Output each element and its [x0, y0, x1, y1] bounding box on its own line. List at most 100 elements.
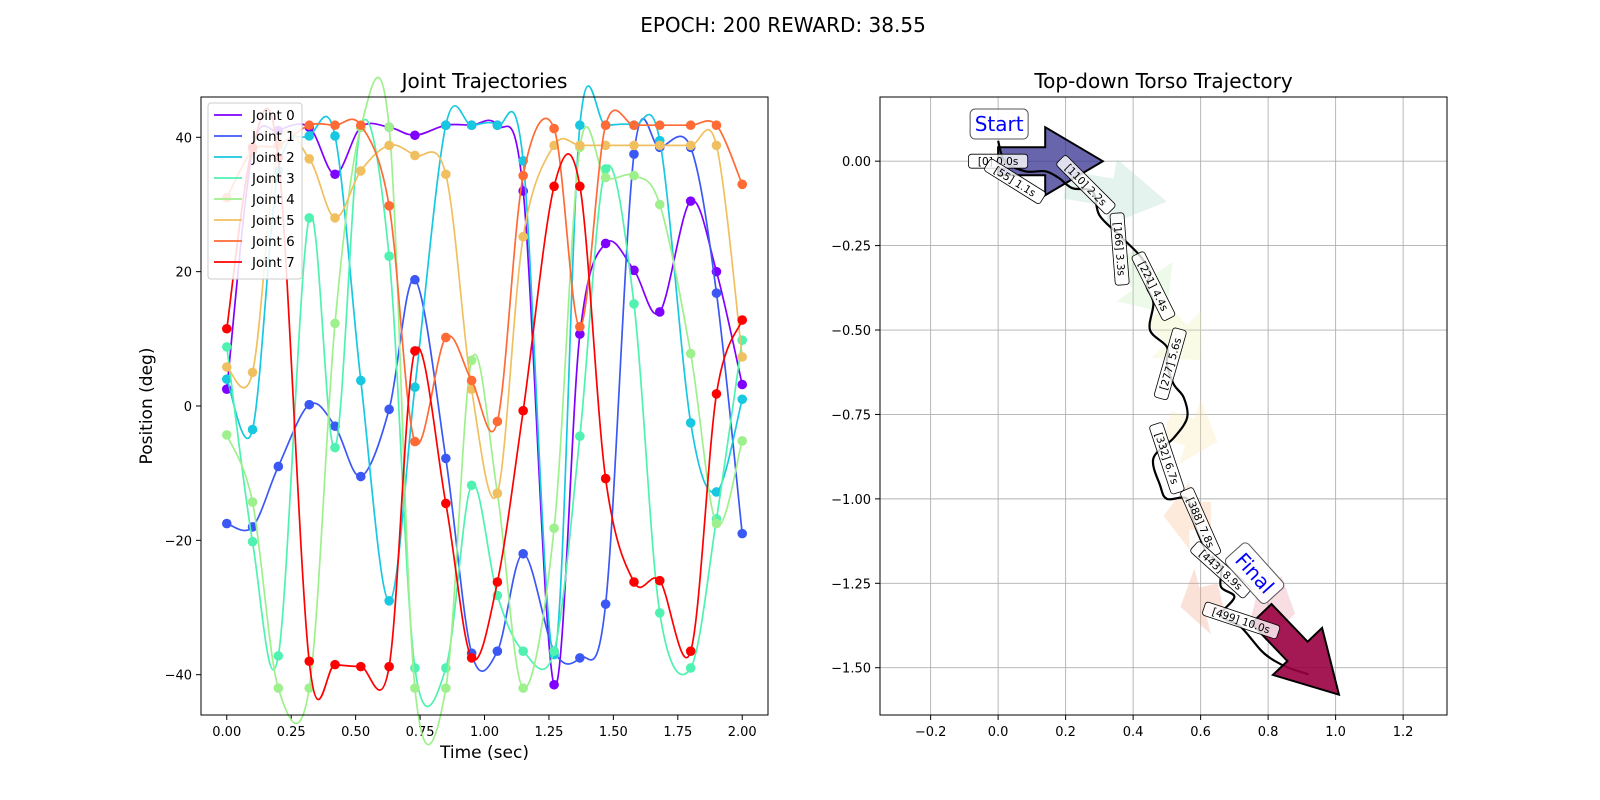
time-marker-box: [1131, 251, 1176, 321]
data-point: [737, 315, 748, 325]
time-marker-box: [1190, 541, 1252, 599]
figure-title: EPOCH: 200 REWARD: 38.55: [640, 13, 926, 37]
data-point: [410, 150, 420, 161]
data-point: [737, 436, 748, 446]
data-point: [384, 404, 394, 415]
data-point: [410, 274, 420, 285]
data-point: [330, 659, 340, 670]
data-point: [247, 367, 258, 378]
data-point: [685, 417, 696, 428]
data-point: [466, 480, 477, 491]
data-point: [518, 646, 528, 656]
data-point: [410, 346, 420, 356]
data-point: [711, 487, 722, 497]
data-point: [600, 473, 611, 484]
start-label-box: [969, 108, 1029, 140]
data-point: [247, 424, 258, 435]
x-axis-label: Time (sec): [439, 743, 529, 763]
data-point: [629, 299, 639, 309]
data-point: [685, 140, 696, 151]
x-tick-label: 2.00: [728, 725, 757, 740]
x-tick-label: 0.8: [1258, 725, 1279, 740]
series-line-joint-7: [225, 107, 744, 701]
y-tick-label: −0.25: [831, 240, 871, 255]
legend-label: Joint 7: [251, 255, 295, 271]
legend-label: Joint 6: [251, 234, 295, 250]
data-point: [629, 149, 639, 159]
data-point: [330, 120, 340, 131]
data-point: [247, 497, 258, 507]
data-point: [330, 213, 340, 223]
plot-frame: [879, 96, 1448, 716]
data-point: [221, 518, 232, 529]
x-tick-label: 1.75: [663, 725, 692, 740]
data-point: [410, 382, 420, 392]
data-point: [492, 488, 503, 499]
x-tick-label: 1.00: [470, 725, 499, 740]
x-tick-label: 0.2: [1055, 725, 1076, 740]
data-point: [549, 646, 559, 656]
heading-arrow: [1063, 158, 1167, 226]
time-marker: [166] 3.3s: [1109, 212, 1130, 286]
data-point: [600, 599, 611, 609]
data-point: [304, 154, 315, 164]
data-point: [685, 646, 696, 656]
data-point: [575, 321, 585, 332]
y-tick-label: −0.50: [831, 324, 871, 339]
data-point: [654, 608, 665, 618]
y-tick-label: 0: [184, 400, 192, 415]
data-point: [330, 318, 340, 329]
data-point: [492, 646, 503, 656]
data-point: [711, 288, 722, 298]
data-point: [629, 265, 639, 276]
x-tick-label: 1.2: [1393, 725, 1414, 740]
data-point: [247, 536, 258, 547]
data-point: [304, 131, 315, 141]
data-point: [273, 461, 284, 472]
data-point: [685, 348, 696, 359]
data-point: [600, 164, 611, 174]
data-point: [466, 653, 477, 663]
time-marker-label: [277] 5.6s: [1158, 337, 1184, 392]
data-point: [575, 431, 585, 442]
data-point: [549, 523, 559, 534]
y-tick-label: 20: [175, 266, 192, 281]
legend-label: Joint 0: [251, 108, 295, 124]
data-point: [711, 389, 722, 399]
data-point: [410, 436, 420, 447]
data-point: [629, 170, 639, 181]
data-point: [441, 498, 451, 509]
heading-arrow: [1162, 399, 1218, 465]
data-point: [711, 120, 722, 131]
data-point: [737, 528, 748, 539]
x-tick-label: 0.00: [212, 725, 241, 740]
data-point: [304, 683, 315, 693]
data-point: [549, 123, 559, 134]
data-point: [441, 683, 451, 693]
data-point: [330, 131, 340, 141]
data-point: [737, 335, 748, 345]
data-point: [273, 651, 284, 661]
time-marker-box: [1109, 212, 1130, 286]
legend-label: Joint 2: [251, 150, 295, 166]
data-point: [304, 399, 315, 410]
x-tick-label: 1.0: [1325, 725, 1346, 740]
data-point: [221, 342, 232, 352]
data-point: [466, 120, 477, 131]
data-point: [711, 140, 722, 151]
data-point: [737, 179, 748, 190]
start-heading-arrow: [997, 125, 1105, 197]
data-point: [654, 120, 665, 131]
data-point: [466, 355, 477, 366]
data-point: [654, 307, 665, 317]
data-point: [330, 421, 340, 431]
data-point: [355, 661, 366, 672]
data-point: [355, 471, 366, 482]
data-point: [441, 453, 451, 464]
data-point: [355, 375, 366, 386]
chart-title: Top-down Torso Trajectory: [1033, 69, 1292, 93]
time-marker-box: [984, 158, 1046, 204]
data-point: [737, 379, 748, 390]
y-tick-label: −40: [165, 669, 192, 684]
